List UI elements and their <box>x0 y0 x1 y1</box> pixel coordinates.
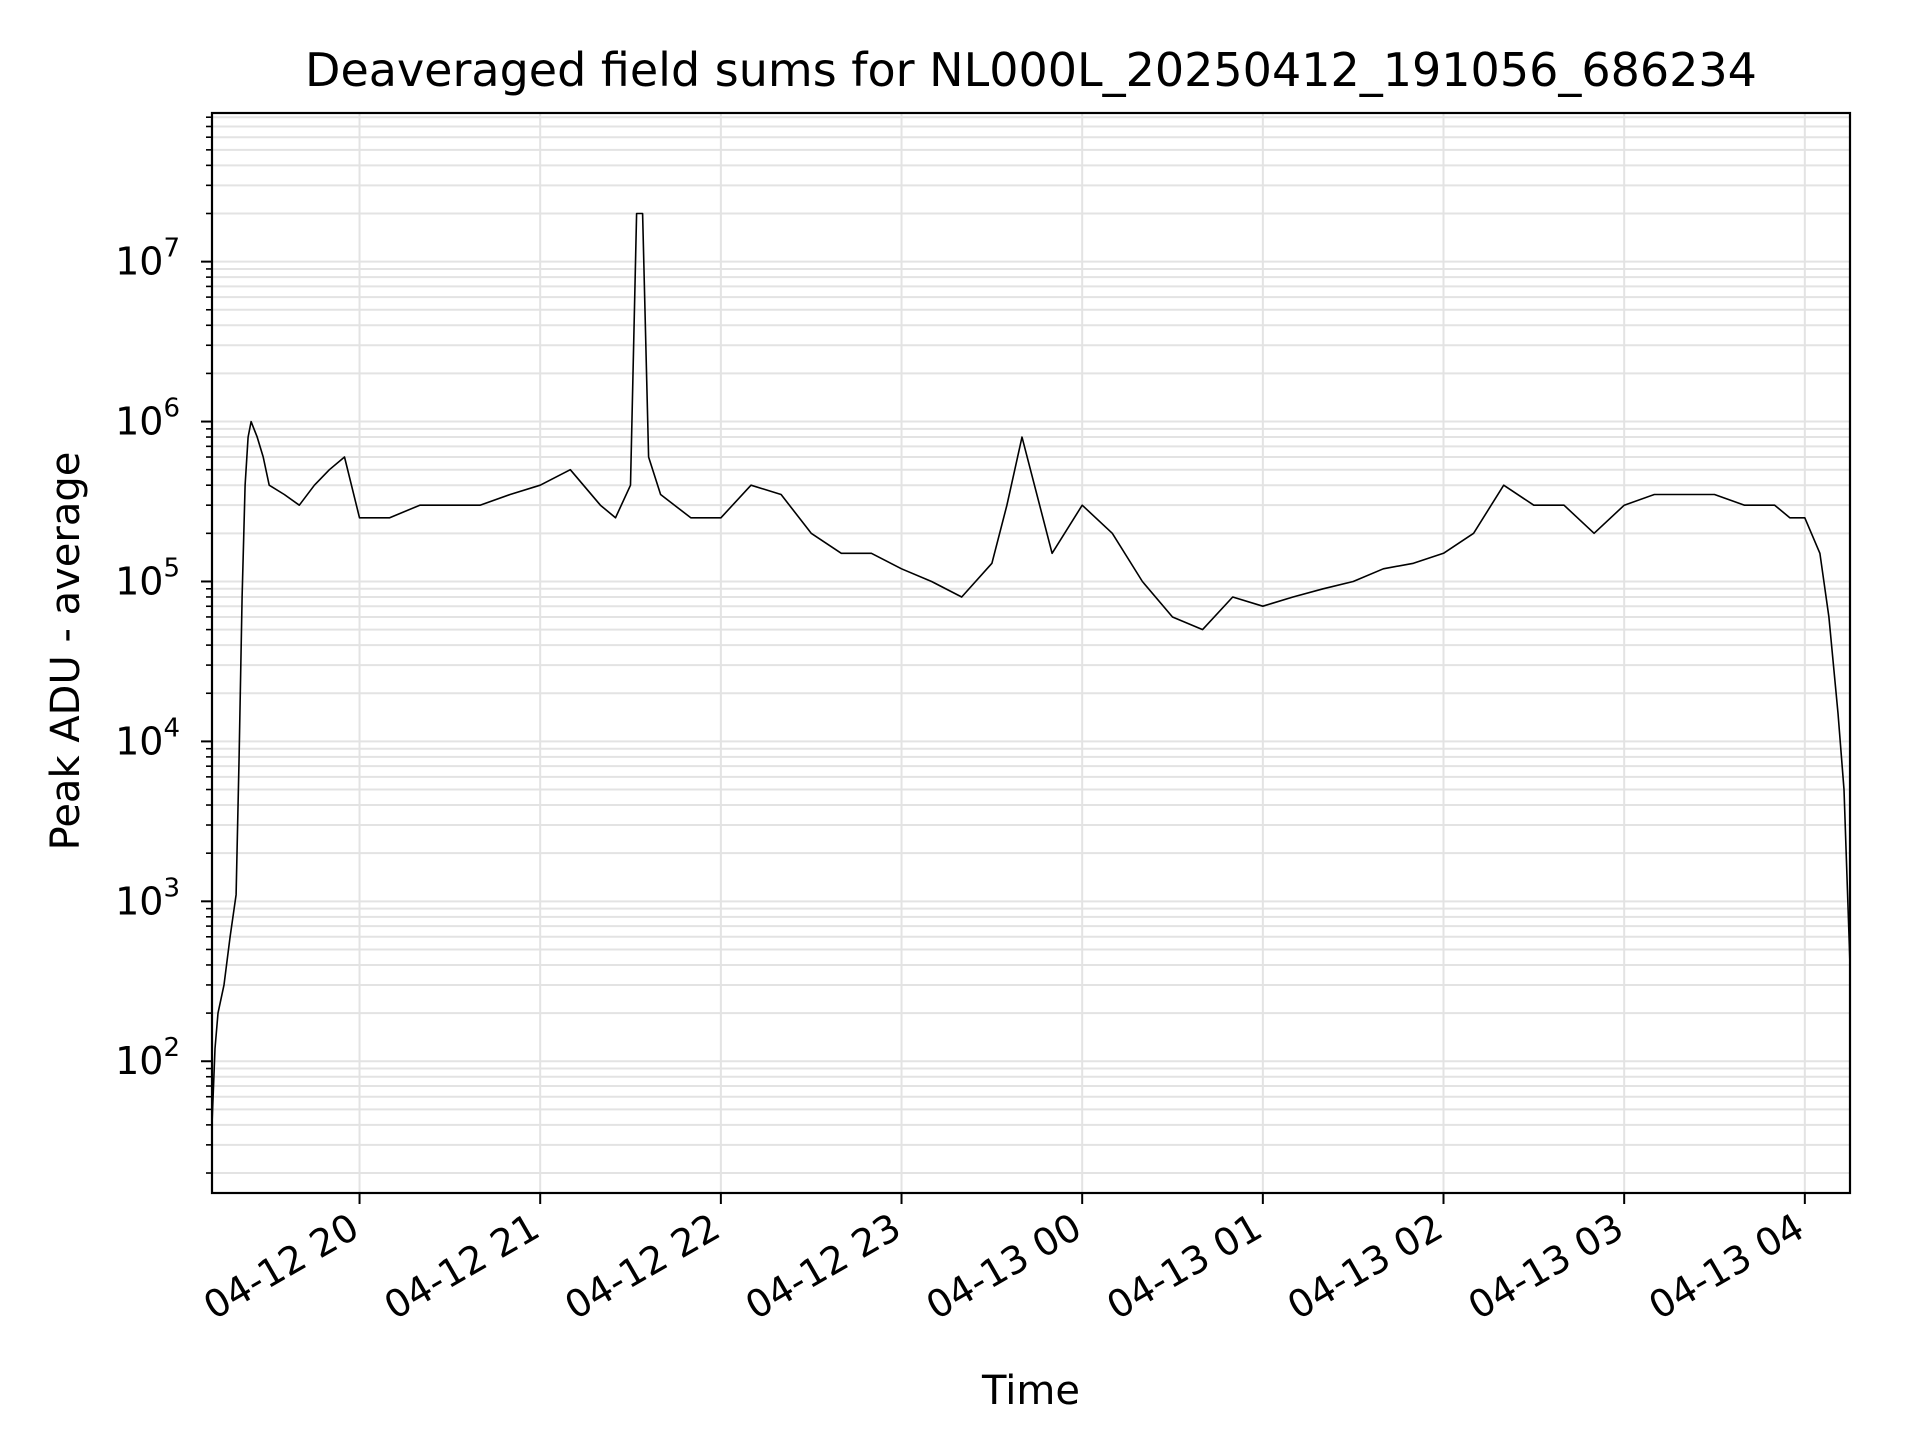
y-tick-label: 104 <box>115 713 180 763</box>
y-tick-label-base: 10 <box>115 559 163 603</box>
x-axis: 04-12 20 04-12 21 04-12 22 04-12 23 04-13 00… <box>196 1193 1811 1328</box>
y-tick-label-exponent: 2 <box>163 1033 180 1063</box>
y-axis-label: Peak ADU - average <box>43 452 89 851</box>
y-tick-label-exponent: 5 <box>163 553 180 583</box>
x-tick-label: 04-12 20 <box>196 1205 366 1329</box>
y-tick-label-exponent: 7 <box>163 234 180 264</box>
x-tick-label: 04-13 00 <box>919 1205 1089 1329</box>
x-tick-label: 04-13 01 <box>1099 1205 1269 1329</box>
y-tick-label: 105 <box>115 553 180 603</box>
y-tick-label-exponent: 3 <box>163 873 180 903</box>
series-line <box>211 212 1851 1125</box>
y-tick-label: 102 <box>115 1033 180 1083</box>
x-tick-label: 04-12 22 <box>557 1205 727 1329</box>
y-tick-label-base: 10 <box>115 1039 163 1083</box>
x-axis-label: Time <box>981 1368 1080 1414</box>
y-tick-label: 107 <box>115 234 180 284</box>
x-tick-label: 04-12 21 <box>377 1205 547 1329</box>
x-tick-label: 04-13 02 <box>1280 1205 1450 1329</box>
y-tick-label: 103 <box>115 873 180 923</box>
y-tick-label: 106 <box>115 394 180 444</box>
y-tick-label-exponent: 4 <box>163 713 180 743</box>
y-tick-label-base: 10 <box>115 240 163 284</box>
y-tick-label-exponent: 6 <box>163 394 180 424</box>
chart-title: Deaveraged field sums for NL000L_2025041… <box>305 43 1757 97</box>
y-tick-label-base: 10 <box>115 719 163 763</box>
y-tick-label-base: 10 <box>115 879 163 923</box>
plot-area <box>211 212 1851 1125</box>
x-tick-label: 04-13 04 <box>1641 1205 1811 1329</box>
x-tick-label: 04-12 23 <box>738 1205 908 1329</box>
grid <box>212 113 1850 1193</box>
y-tick-label-base: 10 <box>115 400 163 444</box>
x-tick-label: 04-13 03 <box>1461 1205 1631 1329</box>
plot-frame <box>210 111 1852 1195</box>
